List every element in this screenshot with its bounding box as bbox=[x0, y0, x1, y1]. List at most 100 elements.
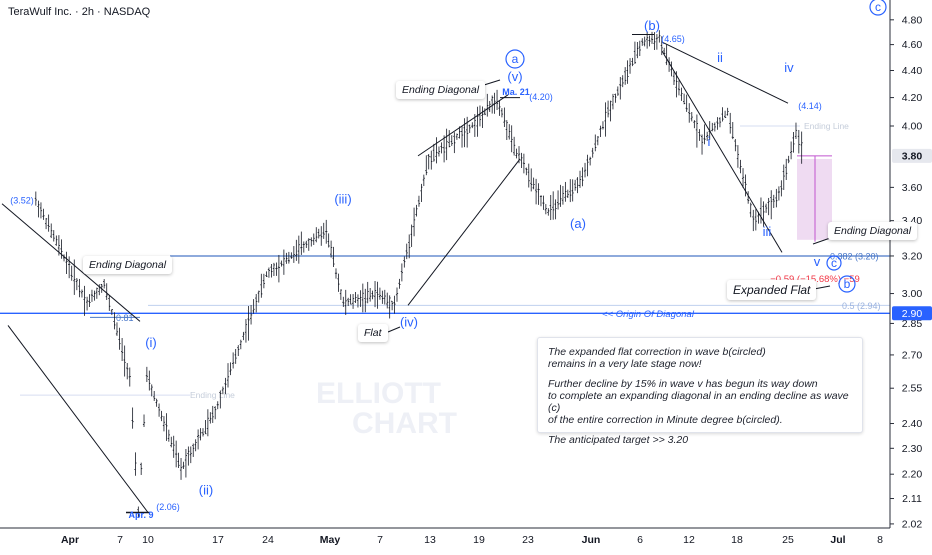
candles bbox=[34, 30, 803, 518]
x-tick-label: 23 bbox=[522, 534, 534, 546]
ending-diagonal-label-top[interactable]: Ending Diagonal bbox=[396, 81, 486, 99]
current-price-tag bbox=[892, 148, 932, 163]
apr9-label: Apr. 9 bbox=[128, 510, 153, 520]
x-tick-label: 19 bbox=[473, 534, 485, 546]
fib-low-label: 0.5 (2.94) bbox=[842, 301, 881, 311]
diagonal-c-lower bbox=[661, 50, 783, 253]
analysis-note[interactable]: The expanded flat correction in wave b(c… bbox=[537, 337, 863, 446]
diagonal-a-lower bbox=[407, 158, 521, 306]
diagonal-a-upper bbox=[417, 94, 509, 157]
x-tick-label: 8 bbox=[877, 534, 883, 546]
wave-iii-paren: (iii) bbox=[334, 191, 351, 206]
y-tick-label: 2.70 bbox=[902, 349, 923, 361]
y-tick-label: 4.60 bbox=[902, 39, 923, 51]
ending-diagonal-label-left[interactable]: Ending Diagonal bbox=[83, 256, 173, 274]
channel-left-lower bbox=[7, 325, 149, 513]
faded-level-label: Ending Line bbox=[190, 390, 235, 400]
wave-channels bbox=[1, 34, 837, 514]
wave-circle bbox=[838, 275, 856, 293]
y-tick-label: 2.02 bbox=[902, 518, 923, 530]
ma21-label: Ma. 21 bbox=[502, 87, 530, 97]
y-tick-label: 4.40 bbox=[902, 65, 923, 77]
wave-4-20: (4.20) bbox=[529, 92, 553, 102]
y-tick-label: 2.85 bbox=[902, 318, 923, 330]
y-tick-label: 2.20 bbox=[902, 469, 923, 481]
y-tick-label: 2.40 bbox=[902, 418, 923, 430]
wave-v-paren: (v) bbox=[507, 69, 522, 84]
y-tick-label: 2.11 bbox=[902, 493, 922, 505]
x-tick-label: 18 bbox=[731, 534, 743, 546]
target-zone: −0.59 (−15.68%) −59 bbox=[770, 155, 860, 285]
x-tick-label: Apr bbox=[61, 534, 79, 546]
wave-iv: iv bbox=[784, 60, 794, 75]
note-paragraph-3: The anticipated target >> 3.20 bbox=[548, 434, 689, 446]
change-label: −0.59 (−15.68%) −59 bbox=[770, 274, 860, 285]
chart-title: TeraWulf Inc. · 2h · NASDAQ bbox=[8, 6, 151, 18]
y-tick-label: 3.20 bbox=[902, 250, 923, 262]
x-tick-label: 7 bbox=[117, 534, 123, 546]
x-tick-label: 17 bbox=[212, 534, 224, 546]
wave-i: i bbox=[708, 134, 711, 149]
diagonal-c-upper bbox=[661, 41, 789, 104]
x-tick-label: May bbox=[320, 534, 341, 546]
watermark-line-2: CHART bbox=[352, 407, 457, 440]
y-tick-label: 3.60 bbox=[902, 182, 923, 194]
wave-labels: (3.52) (i) (ii) (2.06)Apr. 9 (iii) (iv) a (v) Ma… bbox=[10, 0, 887, 520]
wave-b-paren: (b) bbox=[644, 18, 660, 33]
note-paragraph-2: Further decline by 15% in wave v has beg… bbox=[548, 378, 849, 426]
x-tick-label: 10 bbox=[142, 534, 154, 546]
x-tick-label: 12 bbox=[683, 534, 695, 546]
wave-ii-paren: (ii) bbox=[199, 482, 213, 497]
level-081-label: 0.81 bbox=[116, 313, 134, 323]
wave-b-circled: b bbox=[844, 277, 851, 291]
y-tick-label: 4.20 bbox=[902, 92, 923, 104]
watermark-line-1: ELLIOTT bbox=[316, 377, 441, 410]
expanded-flat-pointer bbox=[813, 285, 831, 290]
fib-382-label: 0.382 (3.20) bbox=[830, 251, 879, 261]
ending-diagonal-label-right[interactable]: Ending Diagonal bbox=[828, 222, 918, 240]
x-tick-label: 6 bbox=[637, 534, 643, 546]
marked-price-label: 2.90 bbox=[902, 308, 923, 320]
wave-ii: ii bbox=[717, 50, 723, 65]
note-paragraph-1: The expanded flat correction in wave b(c… bbox=[548, 346, 766, 370]
y-tick-label: 4.80 bbox=[902, 14, 923, 26]
current-price-label: 3.80 bbox=[902, 151, 923, 163]
x-axis[interactable]: Apr 7 10 17 24 May 7 13 19 23 Jun 6 12 18 25 Jul 8 bbox=[0, 527, 890, 546]
wave-a-circled: a bbox=[512, 52, 519, 66]
x-tick-label: 7 bbox=[377, 534, 383, 546]
y-tick-label: 3.00 bbox=[902, 288, 923, 300]
wave-iv-paren: (iv) bbox=[400, 314, 418, 329]
wave-c-circled-top: c bbox=[875, 0, 881, 14]
wave-c-circled-small: c bbox=[831, 256, 837, 270]
wave-circle bbox=[869, 0, 887, 16]
wave-2-06: (2.06) bbox=[156, 502, 180, 512]
y-tick-label: 2.55 bbox=[902, 383, 923, 395]
price-levels: << Origin Of Diagonal 0.382 (3.20) 0.5 (2.… bbox=[0, 121, 890, 400]
x-tick-label: Jul bbox=[830, 534, 845, 546]
y-axis[interactable]: 4.804.604.404.204.003.603.403.203.002.85… bbox=[889, 0, 932, 530]
wave-a-paren: (a) bbox=[570, 216, 586, 231]
y-tick-label: 4.00 bbox=[902, 121, 923, 133]
origin-label: << Origin Of Diagonal bbox=[602, 309, 695, 320]
x-tick-label: 25 bbox=[782, 534, 794, 546]
wave-4-14: (4.14) bbox=[798, 101, 822, 111]
y-tick-label: 2.30 bbox=[902, 443, 923, 455]
flat-pointer bbox=[387, 326, 401, 333]
x-tick-label: 13 bbox=[424, 534, 436, 546]
x-tick-label: Jun bbox=[582, 534, 601, 546]
wave-circle bbox=[505, 49, 525, 69]
flat-label[interactable]: Flat bbox=[358, 324, 388, 342]
wave-v: v bbox=[814, 254, 821, 269]
expanded-flat-label[interactable]: Expanded Flat bbox=[727, 280, 817, 300]
marked-price-tag bbox=[892, 306, 932, 321]
channel-left-upper bbox=[1, 203, 141, 322]
faded-level-label-2: Ending Line bbox=[804, 121, 849, 131]
wave-4-65: (4.65) bbox=[661, 34, 685, 44]
wave-i-paren: (i) bbox=[145, 335, 157, 350]
x-tick-label: 24 bbox=[262, 534, 274, 546]
wave-3-52: (3.52) bbox=[10, 195, 34, 205]
wave-circle bbox=[826, 255, 842, 271]
wave-iii: iii bbox=[763, 224, 772, 239]
